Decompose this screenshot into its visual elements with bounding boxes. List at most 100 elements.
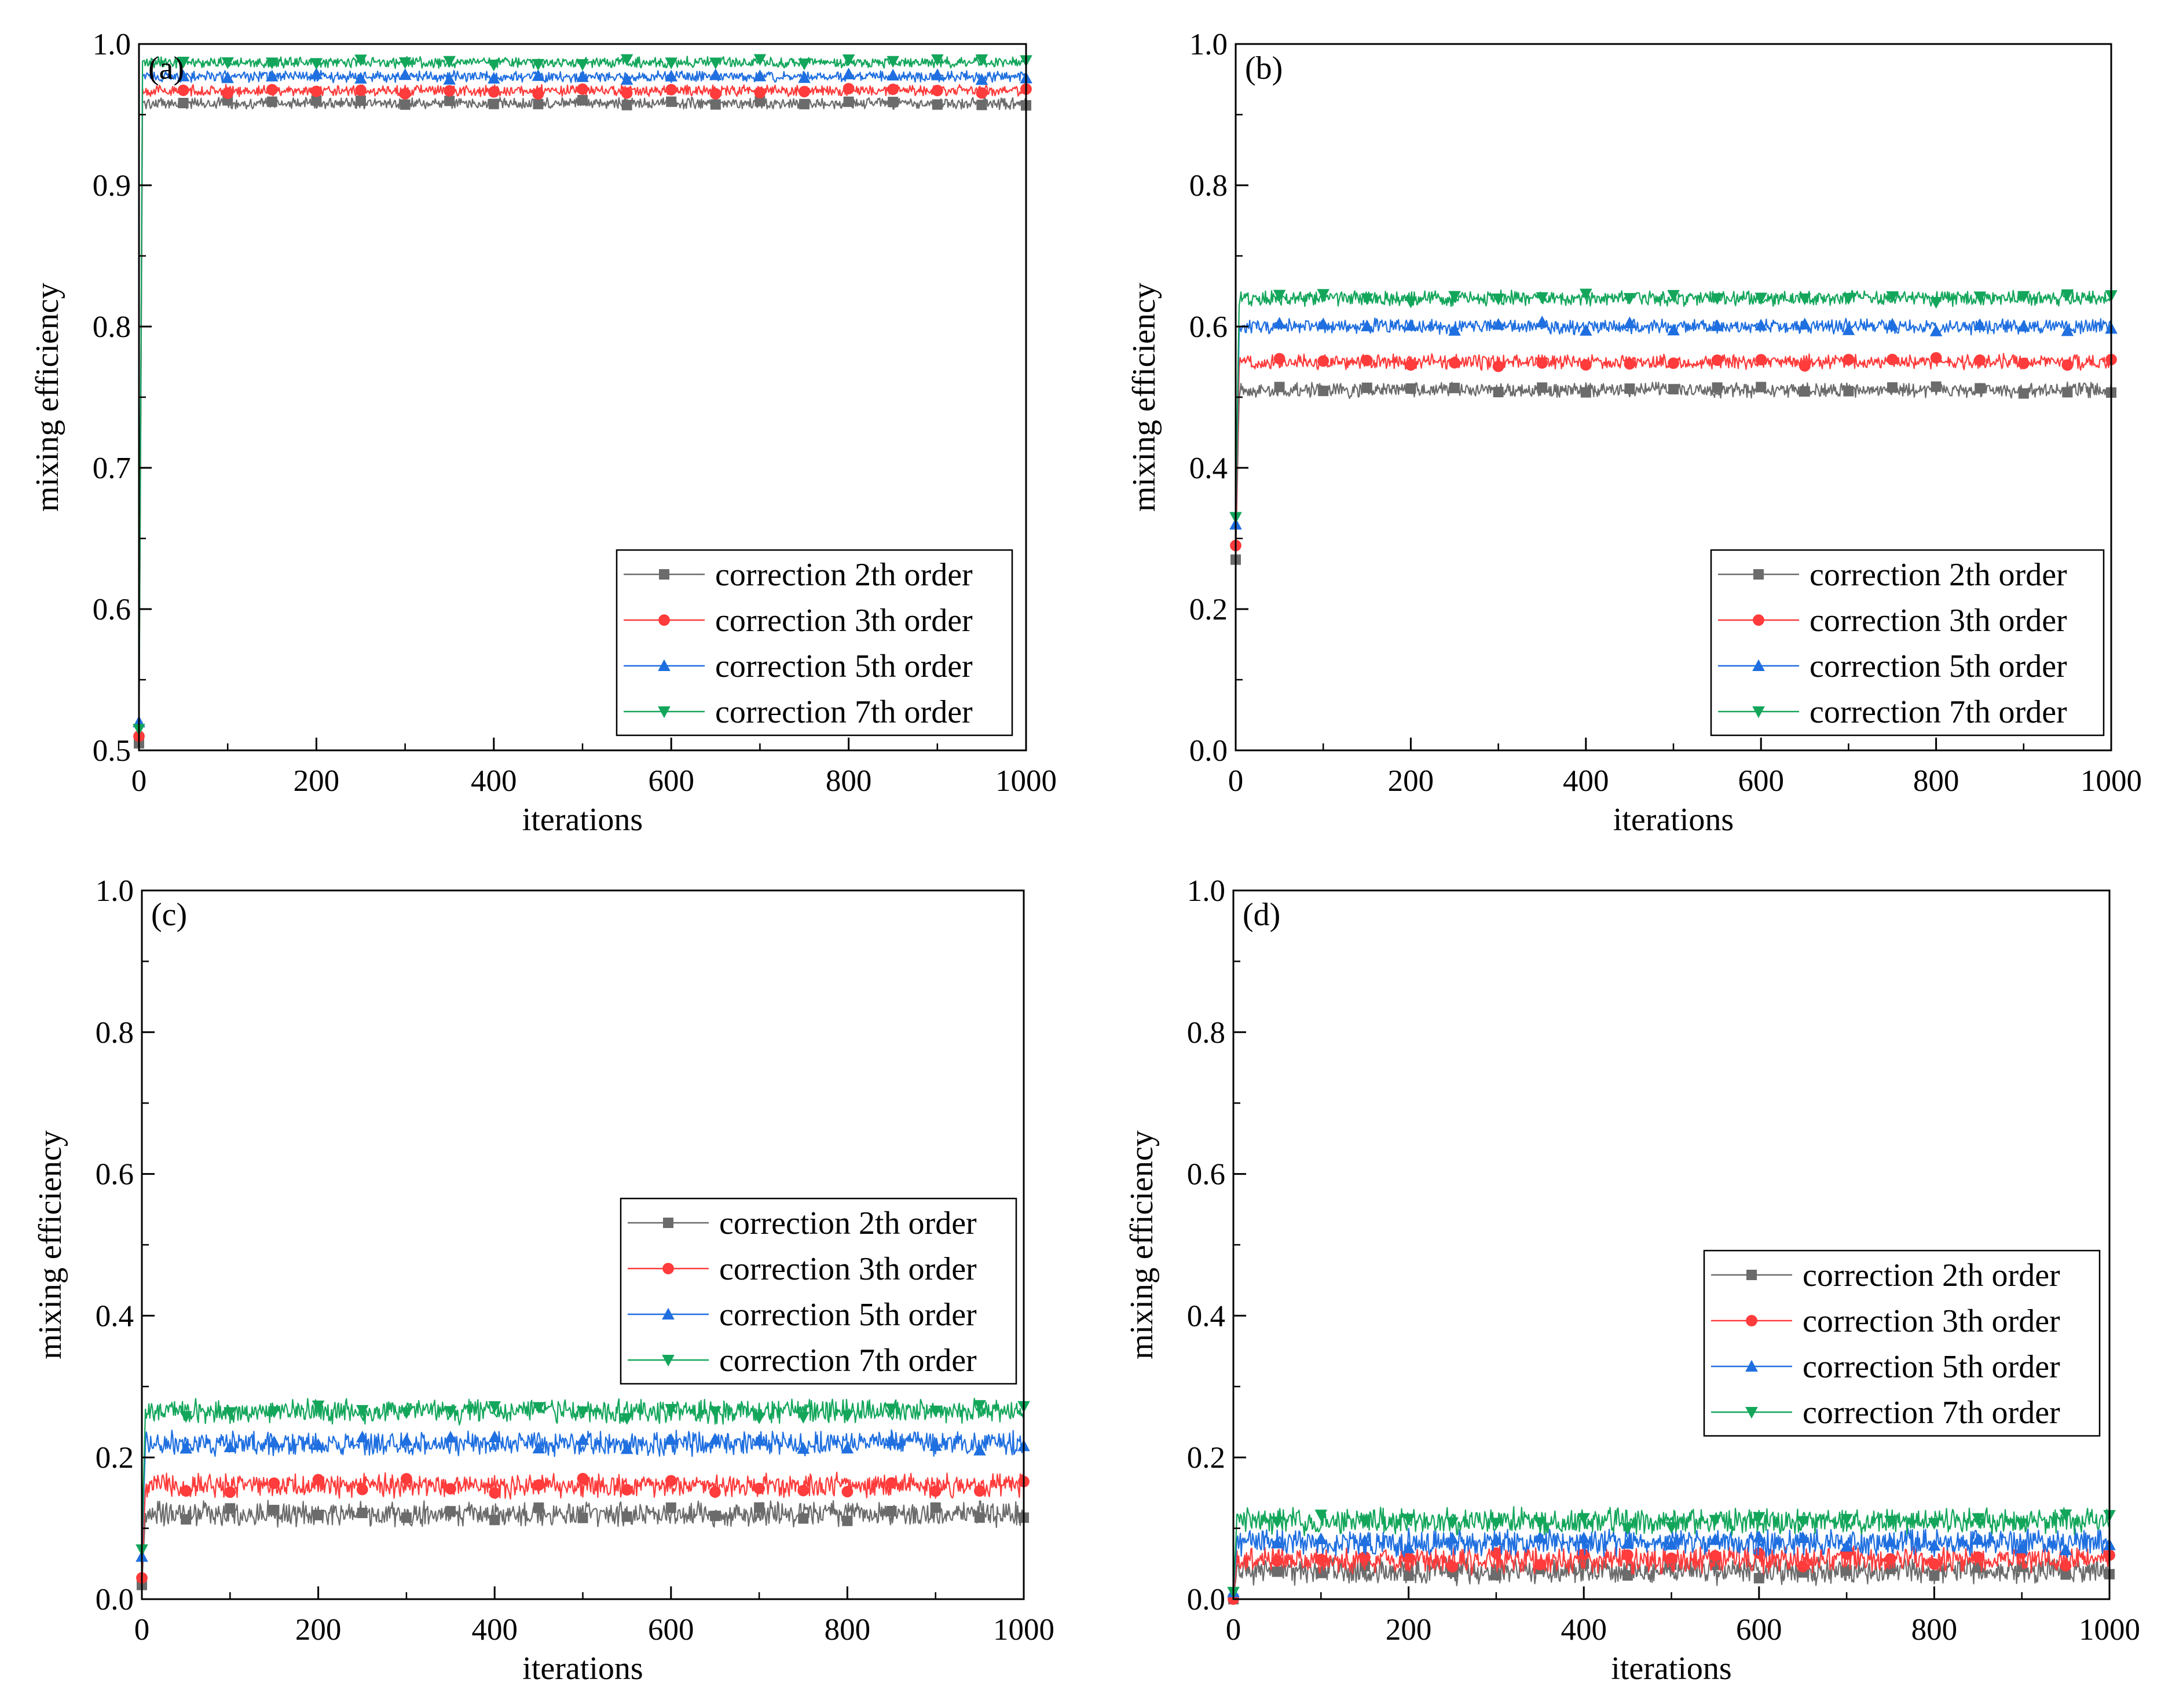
series-marker <box>533 1502 544 1513</box>
series-marker <box>1623 293 1636 305</box>
panel-label: (d) <box>1243 897 1280 933</box>
series-marker <box>709 1511 720 1522</box>
series-marker <box>841 1410 854 1423</box>
series-marker <box>1842 323 1855 335</box>
series-marker <box>1799 293 1811 306</box>
series-marker <box>576 1433 589 1445</box>
legend-swatch-marker <box>1753 614 1764 626</box>
series-marker <box>1534 1559 1546 1571</box>
series-marker <box>929 1405 942 1418</box>
series-marker <box>976 87 988 99</box>
series-line <box>141 1500 1025 1585</box>
series-line <box>141 1471 1025 1578</box>
series-marker <box>398 68 412 80</box>
series-marker <box>310 67 323 79</box>
series-marker <box>1928 1538 1941 1551</box>
series-marker <box>222 87 234 99</box>
series-marker <box>577 83 588 95</box>
series-marker <box>1580 324 1592 336</box>
series-marker <box>1533 1517 1547 1529</box>
series-marker <box>1668 357 1679 369</box>
series-group <box>1227 1506 2116 1605</box>
series-marker <box>1273 353 1285 365</box>
x-tick-label: 600 <box>648 1613 694 1647</box>
series-marker <box>665 83 677 96</box>
series-marker <box>621 1484 633 1496</box>
series-marker <box>709 68 722 80</box>
series-marker <box>1711 293 1724 305</box>
series-marker <box>754 1502 765 1513</box>
series-marker <box>488 60 500 72</box>
series-marker <box>1317 355 1329 367</box>
series-marker <box>532 58 545 71</box>
series-marker <box>1712 382 1723 393</box>
series-marker <box>354 72 367 84</box>
series-marker <box>973 1400 986 1412</box>
series-marker <box>1448 324 1461 336</box>
y-tick-label: 0.6 <box>93 593 131 626</box>
series-marker <box>842 1515 853 1526</box>
series-marker <box>1796 1531 1810 1543</box>
series-marker <box>488 98 499 109</box>
series-marker <box>577 95 588 106</box>
series-marker <box>1841 1565 1852 1576</box>
series-marker <box>1843 386 1854 397</box>
legend-swatch-marker <box>1745 1359 1758 1372</box>
series-marker <box>445 1506 456 1517</box>
legend-label: correction 2th order <box>715 557 973 593</box>
series-marker <box>931 68 944 80</box>
series-marker <box>576 70 589 82</box>
x-tick-label: 0 <box>134 1613 150 1647</box>
legend-label: correction 3th order <box>719 1251 977 1287</box>
series-marker <box>312 1474 324 1486</box>
series-marker <box>2062 387 2073 398</box>
x-tick-label: 800 <box>1913 764 1959 798</box>
series-marker <box>533 1479 545 1491</box>
series-marker <box>2061 289 2074 302</box>
x-axis-title: iterations <box>1613 802 1734 838</box>
series-marker <box>1799 386 1810 397</box>
legend-label: correction 7th order <box>1810 694 2067 730</box>
series-marker <box>266 57 279 69</box>
series-marker <box>355 84 367 96</box>
series-marker <box>1492 318 1505 330</box>
series-marker <box>1755 354 1767 366</box>
series-marker <box>621 1511 632 1522</box>
series-marker <box>665 1403 677 1416</box>
series-marker <box>710 99 721 110</box>
series-line <box>1235 353 2112 546</box>
series-marker <box>576 59 589 71</box>
series-marker <box>488 1430 501 1442</box>
series-marker <box>177 57 190 69</box>
series-marker <box>310 58 323 70</box>
series-marker <box>932 99 943 110</box>
series-marker <box>1840 1540 1853 1552</box>
series-marker <box>1711 354 1723 366</box>
legend-swatch-marker <box>1752 706 1765 719</box>
legend-swatch-marker <box>1746 1315 1757 1326</box>
series-marker <box>665 57 677 69</box>
series-marker <box>1359 1551 1371 1563</box>
series-marker <box>1580 288 1592 300</box>
x-tick-label: 0 <box>1228 764 1244 798</box>
chart-panel-a: 0 200 400 600 800 1000 0.5 0.6 0.7 0.8 0.9 1.0 itera… <box>30 28 1057 838</box>
series-marker <box>841 1442 854 1454</box>
y-tick-label: 0.8 <box>93 310 131 344</box>
series-marker <box>1404 318 1418 331</box>
series-marker <box>1665 1522 1678 1534</box>
series-marker <box>1317 317 1329 329</box>
series-marker <box>1929 324 1943 336</box>
series-marker <box>1799 360 1811 372</box>
series-marker <box>1884 1515 1897 1528</box>
legend-label: correction 7th order <box>715 694 973 730</box>
series-marker <box>931 54 944 67</box>
series-marker <box>266 96 277 107</box>
x-tick-label: 200 <box>295 1613 342 1647</box>
series-group <box>135 1398 1030 1590</box>
series-marker <box>1314 1509 1328 1522</box>
series-marker <box>224 1486 236 1498</box>
series-marker <box>709 1406 721 1419</box>
series-marker <box>754 87 766 98</box>
legend-label: correction 3th order <box>1810 603 2067 639</box>
series-marker <box>1667 324 1680 336</box>
